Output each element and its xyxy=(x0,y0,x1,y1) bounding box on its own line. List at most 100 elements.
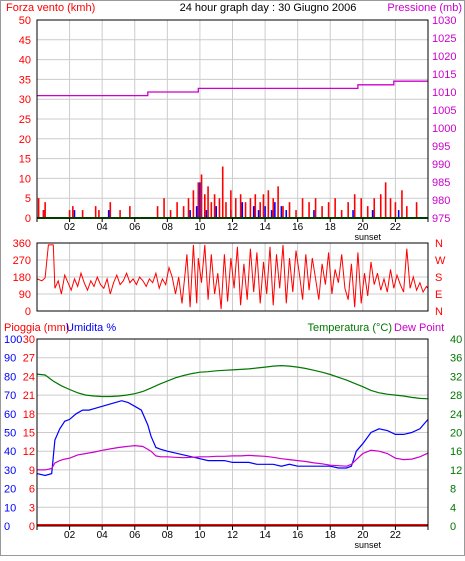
rain-ticks: 0 3 6 9 12 15 18 21 24 27 30 xyxy=(23,334,35,533)
dewpoint-axis-label: Dew Point xyxy=(394,322,444,334)
pressure-tick-label: 1020 xyxy=(432,51,456,63)
temperature-tick-label: 36 xyxy=(450,353,462,365)
humidity-tick-label: 90 xyxy=(4,353,16,365)
temperature-tick-label: 40 xyxy=(450,334,462,346)
top-panel-grid xyxy=(37,20,428,218)
chart-title: 24 hour graph day : 30 Giugno 2006 xyxy=(180,2,357,14)
humidity-tick-label: 30 xyxy=(4,465,16,477)
wind-tick-label: 10 xyxy=(19,173,31,185)
temperature-tick-label: 20 xyxy=(450,428,462,440)
rain-tick-label: 27 xyxy=(23,353,35,365)
wind-axis-label: Forza vento (kmh) xyxy=(6,2,95,14)
pressure-tick-label: 1005 xyxy=(432,105,456,117)
wind-tick-label: 5 xyxy=(25,193,31,205)
direction-tick-label: 0 xyxy=(25,306,31,318)
humidity-tick-label: 70 xyxy=(4,390,16,402)
x-tick-label: 22 xyxy=(390,222,402,233)
wind-tick-label: 0 xyxy=(25,213,31,225)
humidity-ticks: 0 10 20 30 40 50 60 70 80 90 100 xyxy=(4,334,22,533)
x-tick-label: 12 xyxy=(227,530,239,541)
wind-tick-label: 40 xyxy=(19,55,31,67)
x-tick-label: 10 xyxy=(194,530,206,541)
rain-tick-label: 0 xyxy=(29,521,35,533)
wind-ticks: 0 5 10 15 20 25 30 35 40 45 50 xyxy=(19,15,31,225)
x-tick-label: 20 xyxy=(357,222,369,233)
temperature-ticks: 0 4 8 12 16 20 24 28 32 36 40 xyxy=(450,334,462,533)
humidity-line xyxy=(36,400,429,477)
rain-tick-label: 3 xyxy=(29,502,35,514)
humidity-tick-label: 50 xyxy=(4,428,16,440)
compass-tick-label: E xyxy=(435,289,442,301)
humidity-axis-label: Umidita % xyxy=(66,322,116,334)
wind-tick-label: 35 xyxy=(19,74,31,86)
sunset-label-bottom: sunset xyxy=(354,540,381,550)
compass-tick-label: N xyxy=(435,238,443,250)
humidity-tick-label: 100 xyxy=(4,334,22,346)
dewpoint-line xyxy=(37,444,429,471)
humidity-tick-label: 20 xyxy=(4,484,16,496)
wind-tick-label: 25 xyxy=(19,114,31,126)
temperature-tick-label: 12 xyxy=(450,465,462,477)
rain-tick-label: 18 xyxy=(23,409,35,421)
humidity-tick-label: 80 xyxy=(4,371,16,383)
bottom-panel-grid xyxy=(37,339,428,526)
x-tick-label: 14 xyxy=(260,222,272,233)
x-tick-label: 08 xyxy=(162,222,174,233)
pressure-tick-label: 1025 xyxy=(432,33,456,45)
x-tick-label: 02 xyxy=(64,222,76,233)
wind-tick-label: 15 xyxy=(19,154,31,166)
x-tick-label: 16 xyxy=(292,530,304,541)
temperature-tick-label: 16 xyxy=(450,446,462,458)
wind-tick-label: 30 xyxy=(19,94,31,106)
pressure-axis-label: Pressione (mb) xyxy=(387,2,462,14)
top-x-ticks: 02 04 06 08 10 12 14 16 18 20 22 xyxy=(36,218,429,233)
x-tick-label: 16 xyxy=(292,222,304,233)
gust-bars xyxy=(42,182,400,218)
wind-tick-label: 45 xyxy=(19,35,31,47)
pressure-tick-label: 990 xyxy=(432,159,450,171)
x-tick-label: 18 xyxy=(325,530,337,541)
pressure-tick-label: 1000 xyxy=(432,123,456,135)
temperature-line xyxy=(36,364,429,400)
sunset-label-top: sunset xyxy=(354,232,381,242)
temperature-tick-label: 8 xyxy=(450,484,456,496)
direction-tick-label: 180 xyxy=(13,272,31,284)
x-tick-label: 12 xyxy=(227,222,239,233)
x-tick-label: 06 xyxy=(129,530,141,541)
pressure-tick-label: 980 xyxy=(432,195,450,207)
pressure-ticks: 975 980 985 990 995 1000 1005 1010 1015 1020 1025 1… xyxy=(432,15,456,225)
humidity-tick-label: 60 xyxy=(4,409,16,421)
wind-bars xyxy=(37,166,418,218)
pressure-tick-label: 975 xyxy=(432,213,450,225)
temperature-tick-label: 24 xyxy=(450,409,462,421)
wind-tick-label: 50 xyxy=(19,15,31,27)
wind-direction-line xyxy=(36,244,429,310)
x-tick-label: 18 xyxy=(325,222,337,233)
temperature-tick-label: 0 xyxy=(450,521,456,533)
temperature-tick-label: 4 xyxy=(450,502,456,514)
bottom-x-ticks: 02 04 06 08 10 12 14 16 18 20 22 xyxy=(36,526,429,541)
humidity-tick-label: 0 xyxy=(4,521,10,533)
humidity-tick-label: 10 xyxy=(4,502,16,514)
x-tick-label: 02 xyxy=(64,530,76,541)
rain-tick-label: 6 xyxy=(29,484,35,496)
temperature-axis-label: Temperatura (°C) xyxy=(308,322,392,334)
pressure-tick-label: 985 xyxy=(432,177,450,189)
rain-tick-label: 24 xyxy=(23,371,35,383)
pressure-tick-label: 1010 xyxy=(432,87,456,99)
direction-tick-label: 270 xyxy=(13,255,31,267)
pressure-tick-label: 1030 xyxy=(432,15,456,27)
pressure-tick-label: 1015 xyxy=(432,69,456,81)
x-tick-label: 04 xyxy=(97,530,109,541)
compass-tick-label: N xyxy=(435,306,443,318)
x-tick-label: 04 xyxy=(97,222,109,233)
rain-tick-label: 9 xyxy=(29,465,35,477)
rain-tick-label: 15 xyxy=(23,428,35,440)
x-tick-label: 08 xyxy=(162,530,174,541)
rain-tick-label: 21 xyxy=(23,390,35,402)
rain-axis-label: Pioggia (mm) xyxy=(4,322,69,334)
direction-tick-label: 90 xyxy=(19,289,31,301)
